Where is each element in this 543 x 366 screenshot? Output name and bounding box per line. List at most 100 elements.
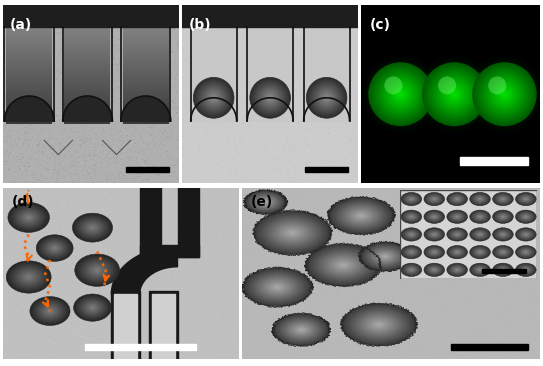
Point [9, 83, 17, 89]
Point [24, 156, 33, 161]
Point [183, 271, 192, 277]
Point [339, 313, 348, 319]
Point [191, 93, 199, 99]
Point [349, 204, 357, 210]
Point [463, 319, 472, 325]
Point [464, 229, 472, 235]
Point [56, 139, 65, 145]
Point [123, 66, 132, 71]
Point [34, 137, 42, 142]
Point [33, 249, 41, 255]
Circle shape [200, 84, 228, 112]
Point [168, 133, 177, 139]
Point [520, 299, 529, 305]
Point [269, 84, 278, 90]
Point [304, 83, 313, 89]
Point [304, 268, 313, 273]
Point [329, 85, 338, 91]
Point [260, 25, 268, 31]
Point [159, 305, 168, 311]
Point [3, 148, 11, 154]
Point [2, 78, 10, 83]
Point [269, 127, 278, 133]
Point [157, 136, 166, 142]
Point [315, 355, 324, 361]
Point [232, 130, 241, 135]
Point [317, 219, 326, 225]
Point [139, 24, 148, 30]
Point [391, 188, 400, 194]
Point [97, 236, 106, 242]
Point [310, 265, 319, 270]
Point [150, 142, 159, 147]
Point [9, 219, 18, 225]
Point [117, 84, 126, 90]
Point [119, 52, 128, 58]
Point [108, 245, 117, 251]
Point [277, 169, 286, 175]
Point [165, 56, 174, 61]
Point [441, 241, 450, 247]
Point [274, 112, 283, 117]
Point [318, 314, 327, 320]
Point [201, 66, 210, 72]
Point [308, 311, 317, 317]
Point [214, 155, 223, 161]
Point [42, 242, 50, 247]
Point [499, 234, 508, 240]
Point [59, 52, 68, 57]
Point [75, 280, 84, 286]
Point [118, 254, 127, 260]
Point [40, 126, 49, 132]
Point [219, 88, 228, 94]
Point [26, 142, 34, 148]
Point [263, 25, 272, 31]
Point [420, 317, 428, 322]
Point [299, 135, 308, 141]
Point [187, 304, 195, 310]
Point [330, 281, 338, 287]
Point [367, 213, 376, 219]
Point [147, 132, 155, 138]
Point [188, 340, 197, 346]
Bar [65, 114, 110, 120]
Point [531, 303, 540, 309]
Point [100, 195, 109, 201]
Point [81, 305, 90, 311]
Point [371, 305, 380, 311]
Point [165, 273, 174, 279]
Point [288, 36, 296, 42]
Point [91, 135, 99, 141]
Point [189, 294, 198, 300]
Point [189, 55, 198, 60]
Point [0, 134, 8, 140]
Point [17, 159, 26, 165]
Point [176, 355, 185, 361]
Point [65, 70, 74, 76]
Point [170, 128, 179, 134]
Point [285, 173, 293, 179]
Point [219, 231, 228, 236]
Point [324, 280, 332, 286]
Point [157, 34, 166, 40]
Point [211, 201, 220, 207]
Point [495, 277, 504, 283]
Point [305, 228, 313, 234]
Point [108, 127, 117, 132]
Point [148, 53, 157, 59]
Point [189, 317, 198, 323]
Point [122, 55, 131, 61]
Point [72, 57, 81, 63]
Point [73, 46, 82, 52]
Point [182, 70, 191, 76]
Point [48, 174, 57, 180]
Point [486, 251, 495, 257]
Point [153, 111, 162, 117]
Point [336, 307, 344, 313]
Point [235, 307, 243, 313]
Point [87, 307, 96, 313]
Point [233, 250, 242, 256]
Point [0, 307, 8, 313]
Point [249, 179, 257, 185]
Point [258, 48, 267, 53]
